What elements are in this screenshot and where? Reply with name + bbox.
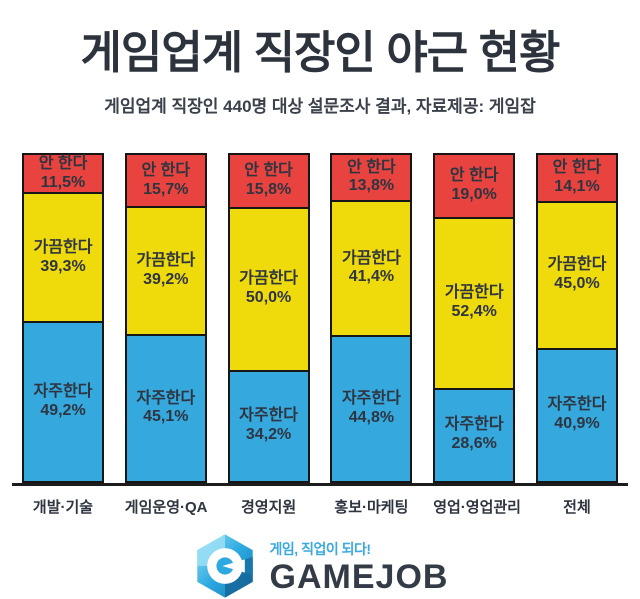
logo-wordmark: GAMEJOB — [269, 557, 449, 596]
gamejob-logo-icon — [196, 534, 253, 598]
category-label: 경영지원 — [240, 499, 297, 516]
bar-segment-none: 안 한다 11,5% — [24, 154, 102, 193]
segment-value-label: 45,1% — [143, 408, 189, 426]
segment-series-label: 자주한다 — [444, 416, 504, 434]
stacked-bar-chart: 안 한다 11,5% 가끔한다 39,3% 자주한다 49,2% 개발·기술 안 한다 15,7… — [12, 153, 628, 517]
segment-value-label: 13,8% — [348, 177, 395, 195]
bar-column: 안 한다 19,0% 가끔한다 52,4% 자주한다 28,6% 영업·영업관리 — [433, 153, 521, 517]
category-label: 전체 — [563, 499, 591, 516]
segment-value-label: 40,9% — [554, 415, 600, 433]
segment-series-label: 안 한다 — [244, 161, 293, 179]
segment-series-label: 자주한다 — [33, 382, 93, 400]
bar-segment-none: 안 한다 15,8% — [229, 155, 308, 207]
segment-value-label: 34,2% — [245, 426, 292, 444]
segment-series-label: 가끔한다 — [136, 252, 196, 270]
segment-value-label: 15,7% — [143, 180, 189, 198]
bar-segment-often: 자주한다 34,2% — [229, 369, 308, 481]
bar-segment-often: 자주한다 40,9% — [537, 347, 616, 481]
page-title: 게임업계 직장인 야근 현황 — [80, 27, 561, 78]
segment-value-label: 50,0% — [245, 289, 292, 306]
segment-series-label: 가끔한다 — [444, 284, 504, 302]
segment-value-label: 45,0% — [554, 275, 600, 293]
segment-series-label: 가끔한다 — [341, 249, 401, 267]
bar-segment-sometimes: 가끔한다 39,2% — [126, 206, 205, 334]
segment-value-label: 49,2% — [40, 401, 86, 419]
segment-series-label: 안 한다 — [141, 161, 191, 179]
segment-series-label: 자주한다 — [239, 407, 299, 425]
segment-value-label: 39,3% — [40, 257, 86, 275]
segment-value-label: 11,5% — [40, 173, 86, 191]
segment-value-label: 14,1% — [554, 177, 600, 195]
stacked-bar: 안 한다 19,0% 가끔한다 52,4% 자주한다 28,6% — [433, 153, 516, 483]
logo-text-block: 게임, 직업이 되다! GAMEJOB — [270, 539, 449, 594]
stacked-bar: 안 한다 13,8% 가끔한다 41,4% 자주한다 44,8% — [330, 153, 413, 483]
segment-series-label: 자주한다 — [341, 390, 401, 408]
bar-segment-none: 안 한다 14,1% — [537, 155, 616, 201]
segment-series-label: 안 한다 — [38, 154, 88, 172]
page-subtitle: 게임업계 직장인 440명 대상 설문조사 결과, 자료제공: 게임잡 — [104, 97, 536, 116]
bar-column: 안 한다 11,5% 가끔한다 39,3% 자주한다 49,2% 개발·기술 — [22, 153, 104, 517]
segment-value-label: 19,0% — [451, 185, 497, 203]
bar-column: 안 한다 15,8% 가끔한다 50,0% 자주한다 34,2% 경영지원 — [227, 153, 310, 517]
bar-segment-sometimes: 가끔한다 39,3% — [24, 192, 102, 321]
segment-series-label: 안 한다 — [449, 167, 499, 185]
bar-columns: 안 한다 11,5% 가끔한다 39,3% 자주한다 49,2% 개발·기술 안 한다 15,7… — [22, 153, 618, 517]
segment-series-label: 가끔한다 — [547, 256, 607, 274]
bar-segment-sometimes: 가끔한다 52,4% — [435, 216, 514, 388]
segment-series-label: 가끔한다 — [239, 270, 299, 288]
bar-segment-often: 자주한다 44,8% — [332, 334, 411, 481]
segment-series-label: 자주한다 — [136, 389, 196, 407]
segment-value-label: 15,8% — [245, 180, 292, 198]
bar-segment-often: 자주한다 45,1% — [126, 333, 205, 481]
logo-tagline: 게임, 직업이 되다! — [269, 540, 372, 557]
segment-value-label: 52,4% — [451, 303, 497, 321]
stacked-bar: 안 한다 15,8% 가끔한다 50,0% 자주한다 34,2% — [227, 153, 310, 483]
category-label: 영업·영업관리 — [433, 499, 521, 516]
x-axis-line — [12, 483, 628, 486]
segment-value-label: 44,8% — [348, 408, 395, 426]
category-label: 게임운영·QA — [124, 499, 208, 516]
segment-series-label: 안 한다 — [552, 159, 602, 177]
segment-value-label: 41,4% — [348, 268, 395, 286]
bar-column: 안 한다 14,1% 가끔한다 45,0% 자주한다 40,9% 전체 — [535, 153, 618, 517]
stacked-bar: 안 한다 14,1% 가끔한다 45,0% 자주한다 40,9% — [535, 153, 618, 483]
segment-series-label: 가끔한다 — [33, 238, 93, 256]
bar-column: 안 한다 15,7% 가끔한다 39,2% 자주한다 45,1% 게임운영·QA — [124, 153, 208, 517]
bar-column: 안 한다 13,8% 가끔한다 41,4% 자주한다 44,8% 홍보·마케팅 — [330, 153, 413, 517]
segment-series-label: 안 한다 — [347, 158, 396, 176]
stacked-bar: 안 한다 11,5% 가끔한다 39,3% 자주한다 49,2% — [22, 153, 104, 483]
bar-segment-sometimes: 가끔한다 41,4% — [332, 199, 411, 335]
stacked-bar: 안 한다 15,7% 가끔한다 39,2% 자주한다 45,1% — [124, 153, 207, 483]
segment-value-label: 39,2% — [143, 271, 189, 289]
category-label: 홍보·마케팅 — [334, 499, 409, 516]
category-label: 개발·기술 — [32, 499, 94, 516]
bar-segment-often: 자주한다 28,6% — [435, 387, 514, 481]
bar-segment-none: 안 한다 19,0% — [435, 155, 514, 217]
segment-series-label: 자주한다 — [547, 396, 607, 414]
bar-segment-none: 안 한다 13,8% — [332, 155, 411, 200]
bar-segment-none: 안 한다 15,7% — [126, 155, 205, 207]
footer-logo: 게임, 직업이 되다! GAMEJOB — [0, 533, 640, 599]
bar-segment-sometimes: 가끔한다 45,0% — [537, 200, 616, 348]
segment-value-label: 28,6% — [451, 435, 497, 453]
bar-segment-often: 자주한다 49,2% — [24, 320, 102, 481]
bar-segment-sometimes: 가끔한다 50,0% — [229, 206, 308, 370]
